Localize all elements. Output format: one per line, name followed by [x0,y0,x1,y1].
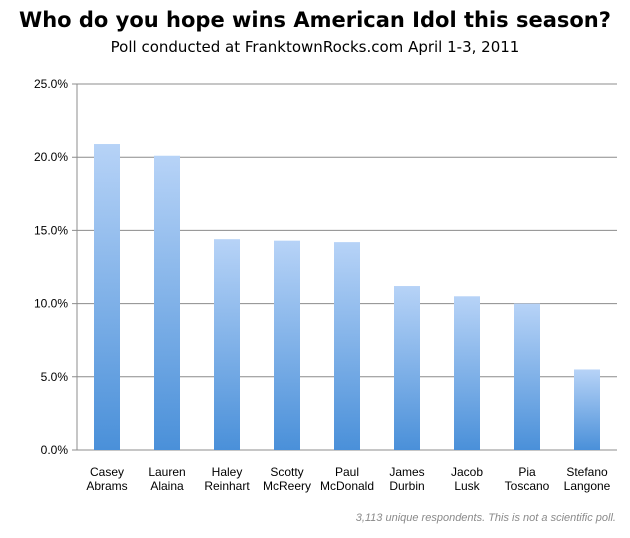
chart-footnote: 3,113 unique respondents. This is not a … [355,512,616,524]
bar [154,155,180,450]
bar [334,242,360,450]
bar [574,369,600,450]
bar [394,286,420,450]
x-tick-label: James [389,465,424,479]
x-tick-label: Haley [212,465,243,479]
bar [94,144,120,451]
x-tick-label: Pia [518,465,536,479]
bar [214,239,240,450]
x-tick-label: Alaina [150,479,184,493]
y-tick-label: 0.0% [41,443,69,457]
y-tick-label: 20.0% [34,150,68,164]
x-tick-label: Scotty [270,465,303,479]
bar [274,240,300,450]
bar [514,303,540,450]
x-tick-label: Lusk [454,479,480,493]
x-tick-label: Casey [90,465,124,479]
x-tick-label: Abrams [86,479,127,493]
x-tick-label: Reinhart [204,479,250,493]
x-tick-label: McReery [263,479,311,493]
x-tick-label: Langone [564,479,611,493]
chart-title: Who do you hope wins American Idol this … [19,8,611,32]
y-tick-label: 25.0% [34,77,68,91]
x-tick-label: Durbin [389,479,424,493]
x-tick-label: Jacob [451,465,483,479]
x-tick-label: Stefano [566,465,608,479]
bar [454,296,480,450]
x-tick-label: Toscano [505,479,550,493]
x-tick-label: Lauren [148,465,185,479]
y-tick-label: 10.0% [34,297,68,311]
x-tick-label: McDonald [320,479,374,493]
chart-subtitle: Poll conducted at FranktownRocks.com Apr… [110,38,520,56]
x-tick-label: Paul [335,465,359,479]
y-tick-label: 5.0% [41,370,69,384]
y-tick-label: 15.0% [34,223,68,237]
